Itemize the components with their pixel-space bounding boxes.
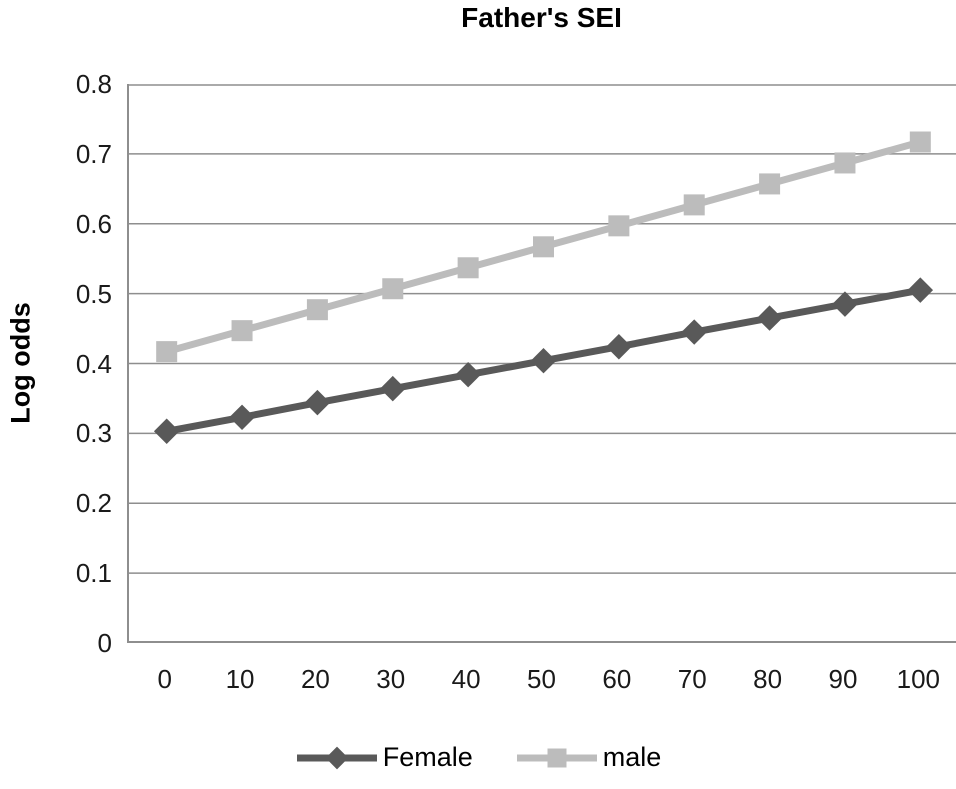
- x-axis-tick-label: 0: [157, 664, 172, 694]
- y-axis-tick-label: 0: [97, 628, 112, 658]
- diamond-marker-female: [304, 389, 331, 416]
- square-marker-male: [759, 173, 781, 195]
- y-axis-tick-label: 0.7: [75, 138, 112, 169]
- legend-swatch-square-icon: [516, 748, 597, 767]
- square-marker-male: [156, 341, 178, 363]
- x-axis-tick-label: 90: [828, 664, 858, 694]
- x-axis-tick-label: 50: [527, 664, 556, 694]
- diamond-marker-female: [455, 361, 481, 388]
- diamond-marker-female: [832, 291, 858, 317]
- legend-item-female: Female: [295, 742, 473, 773]
- diamond-marker-female: [229, 404, 255, 431]
- legend-label: Female: [382, 742, 473, 772]
- legend-swatch-diamond-icon: [296, 746, 377, 769]
- y-axis-tick-label: 0.1: [75, 558, 112, 589]
- y-axis-tick-label: 0.5: [75, 278, 112, 309]
- square-marker-male: [231, 320, 253, 342]
- x-axis-tick-label: 80: [753, 664, 783, 694]
- square-marker-male: [834, 152, 856, 174]
- x-axis-tick-label: 70: [677, 664, 707, 694]
- x-axis-tick-label: 40: [451, 664, 481, 694]
- x-axis-tick-label: 100: [896, 664, 940, 694]
- diamond-marker-female: [681, 319, 707, 345]
- y-axis-tick-label: 0.3: [75, 418, 112, 449]
- square-marker-male: [533, 236, 554, 258]
- legend-item-male: male: [515, 742, 662, 773]
- square-marker-male: [683, 194, 705, 216]
- diamond-marker-female: [153, 418, 180, 445]
- diamond-marker-female: [756, 305, 783, 331]
- legend: Female male: [0, 742, 956, 773]
- square-marker-male: [306, 299, 328, 321]
- diamond-marker-female: [606, 334, 632, 360]
- y-axis-tick-label: 0.8: [75, 69, 112, 99]
- diamond-marker-female: [530, 347, 557, 374]
- square-marker-male: [608, 215, 630, 237]
- diamond-marker-female: [907, 277, 934, 303]
- plot-svg: [129, 84, 956, 643]
- legend-label: male: [602, 742, 662, 772]
- x-axis-tick-label: 20: [300, 664, 330, 694]
- y-axis-tick-label: 0.2: [75, 488, 112, 519]
- y-axis-title: Log odds: [5, 302, 36, 424]
- x-axis-tick-label: 60: [602, 664, 632, 694]
- square-marker-male: [457, 257, 479, 279]
- y-axis-tick-label: 0.6: [75, 208, 112, 239]
- x-axis-tick-label: 10: [225, 664, 255, 694]
- y-axis-tick-label: 0.4: [75, 348, 112, 379]
- chart-title: Father's SEI: [461, 2, 622, 33]
- square-marker-male: [382, 278, 404, 300]
- x-axis-tick-label: 30: [376, 664, 406, 694]
- diamond-marker-female: [380, 375, 406, 402]
- plot-area: [127, 84, 956, 643]
- square-marker-male: [909, 131, 931, 153]
